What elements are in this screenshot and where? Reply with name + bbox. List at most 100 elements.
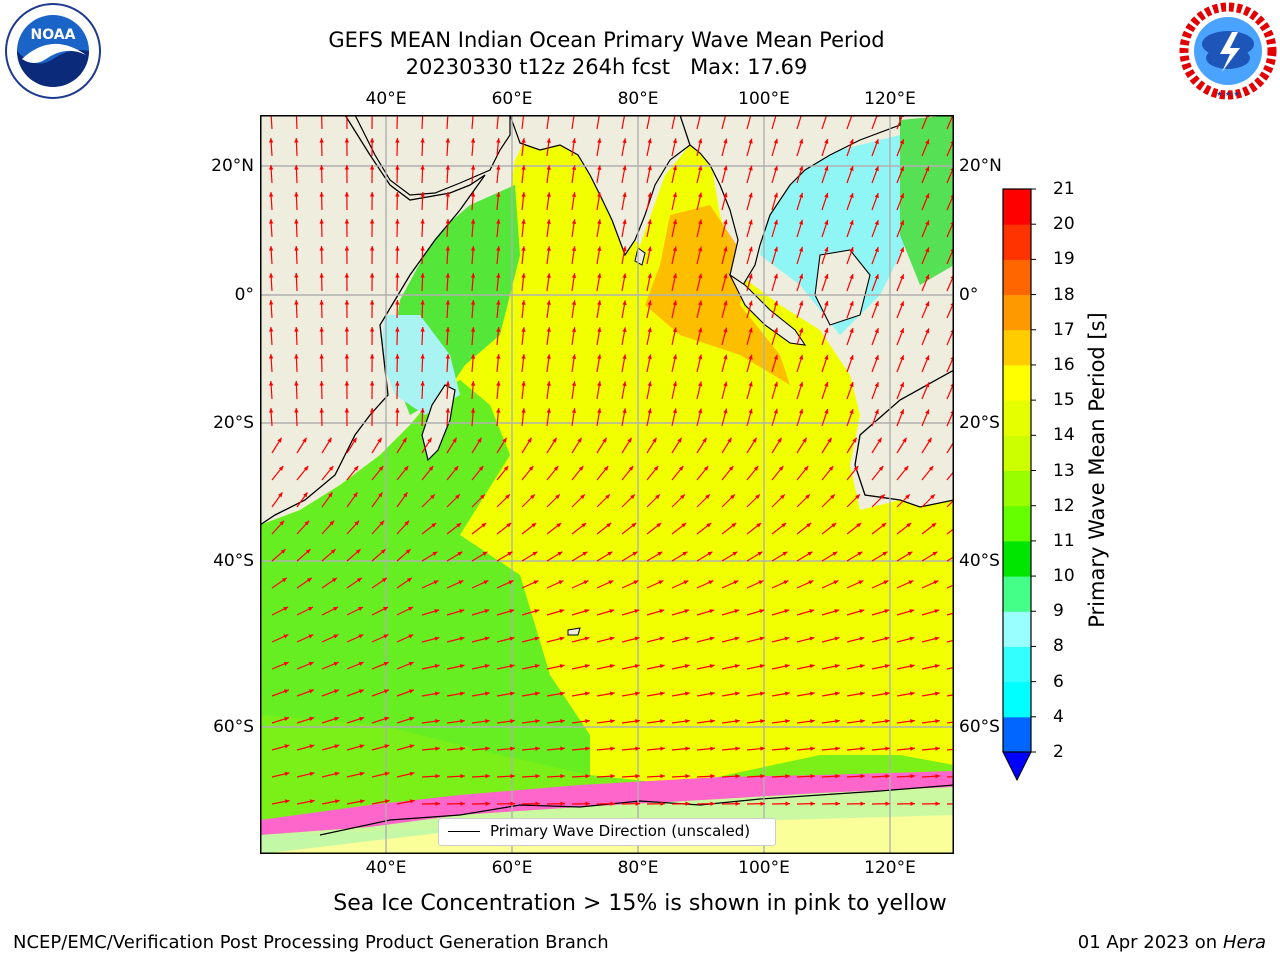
wave-direction-arrowhead — [319, 381, 324, 386]
wave-direction-arrowhead — [452, 437, 457, 443]
wave-direction-arrowhead — [597, 327, 602, 333]
wave-direction-arrowhead — [656, 522, 662, 528]
wave-direction-arrowhead — [834, 636, 840, 641]
wave-direction-arrowhead — [622, 273, 627, 279]
wave-direction-arrowhead — [610, 801, 615, 806]
wave-direction-arrowhead — [860, 801, 865, 806]
wave-direction-arrowhead — [783, 580, 789, 585]
colorbar-bands — [1003, 189, 1031, 753]
wave-direction-arrowhead — [605, 494, 610, 500]
wave-direction-arrowhead — [585, 774, 590, 779]
wave-direction-arrowhead — [773, 300, 778, 306]
wave-direction-arrowhead — [925, 301, 930, 307]
wave-direction-arrowhead — [470, 138, 476, 143]
wave-direction-arrowhead — [521, 165, 526, 170]
wave-direction-arrowhead — [884, 664, 890, 669]
wave-direction-arrowhead — [824, 246, 829, 252]
wave-direction-arrowhead — [709, 609, 715, 614]
wave-direction-arrow — [471, 115, 474, 130]
wave-direction-arrowhead — [334, 744, 340, 749]
wave-direction-arrowhead — [710, 719, 715, 724]
wave-direction-arrowhead — [849, 328, 854, 334]
wave-direction-arrowhead — [708, 580, 714, 585]
noaa-logo: NOAA — [5, 3, 101, 99]
wave-direction-arrowhead — [723, 192, 728, 198]
wave-direction-arrowhead — [723, 273, 728, 279]
wave-direction-arrowhead — [758, 580, 764, 585]
wave-direction-arrowhead — [509, 636, 515, 641]
wave-direction-arrowhead — [380, 549, 386, 554]
wave-direction-arrowhead — [710, 801, 715, 806]
wave-direction-arrowhead — [269, 408, 274, 413]
india-landmass — [509, 115, 691, 257]
lon-tick-top-60e: 60°E — [491, 89, 533, 109]
wave-direction-arrowhead — [484, 691, 490, 696]
wave-direction-arrowhead — [781, 522, 787, 528]
wave-direction-arrowhead — [609, 691, 615, 696]
lat-tick-right-40s: 40°S — [959, 551, 1000, 571]
wave-direction-arrowhead — [359, 744, 365, 749]
wave-direction-arrowhead — [381, 577, 387, 583]
wave-direction-arrowhead — [802, 437, 807, 443]
wave-direction-arrowhead — [659, 636, 665, 641]
wave-direction-arrowhead — [269, 354, 274, 359]
wave-direction-arrowhead — [507, 551, 513, 556]
wave-direction-arrowhead — [807, 551, 813, 556]
wave-direction-arrowhead — [344, 408, 350, 413]
wave-direction-arrowhead — [723, 246, 728, 252]
wave-direction-arrowhead — [278, 465, 284, 471]
wave-direction-arrowhead — [672, 165, 678, 171]
wave-direction-arrowhead — [735, 719, 740, 724]
wave-direction-arrowhead — [509, 664, 515, 669]
wave-direction-arrowhead — [546, 273, 551, 278]
wave-direction-arrowhead — [635, 746, 640, 751]
wave-direction-arrowhead — [773, 165, 778, 171]
wave-direction-arrowhead — [698, 219, 703, 225]
wave-direction-arrowhead — [798, 327, 804, 333]
wave-direction-arrowhead — [359, 716, 365, 721]
wave-direction-arrowhead — [698, 246, 703, 252]
wave-direction-arrowhead — [294, 219, 299, 224]
wave-direction-arrow — [796, 115, 803, 130]
lon-tick-bottom-40e: 40°E — [365, 858, 407, 878]
wave-direction-arrowhead — [478, 465, 484, 471]
wave-direction-arrowhead — [935, 774, 940, 779]
wave-direction-arrowhead — [521, 408, 526, 413]
wave-direction-arrowhead — [503, 465, 509, 471]
wave-direction-arrowhead — [483, 580, 489, 585]
colorbar-tick-label: 18 — [1053, 284, 1075, 305]
wave-direction-arrowhead — [585, 746, 590, 751]
wave-direction-arrowhead — [334, 771, 340, 776]
wave-direction-arrowhead — [358, 689, 364, 694]
wave-direction-arrow — [946, 440, 954, 454]
wave-direction-arrowhead — [584, 664, 590, 669]
colorbar-band — [1003, 329, 1031, 366]
wave-direction-arrow — [746, 115, 752, 130]
wave-direction-arrowhead — [453, 465, 459, 471]
wave-direction-arrowhead — [557, 551, 563, 556]
wave-direction-arrowhead — [402, 437, 407, 443]
wave-direction-arrowhead — [748, 138, 753, 144]
wave-direction-arrowhead — [810, 746, 815, 751]
wave-direction-arrowhead — [909, 636, 915, 641]
wave-direction-arrow — [270, 115, 273, 130]
wave-direction-arrow — [946, 556, 954, 562]
wave-direction-arrowhead — [328, 492, 333, 498]
wave-direction-arrowhead — [434, 609, 440, 614]
wave-direction-arrowhead — [759, 609, 765, 614]
wave-direction-arrowhead — [597, 354, 602, 360]
colorbar-title: Primary Wave Mean Period [s] — [1085, 312, 1109, 628]
wave-direction-arrowhead — [496, 273, 501, 278]
colorbar-tick-label: 21 — [1053, 179, 1075, 199]
wave-direction-arrowhead — [677, 437, 682, 443]
noaa-logo-text: NOAA — [31, 27, 76, 43]
wave-direction-arrowhead — [660, 746, 665, 751]
wave-direction-arrowhead — [521, 381, 526, 386]
colorbar-band — [1003, 224, 1031, 260]
wave-direction-arrowhead — [369, 381, 375, 386]
wave-direction-arrowhead — [672, 138, 678, 144]
wave-direction-arrowhead — [510, 746, 515, 751]
wave-direction-arrowhead — [585, 719, 590, 724]
wave-direction-arrowhead — [834, 691, 840, 696]
colorbar-tick-label: 2 — [1053, 742, 1064, 762]
